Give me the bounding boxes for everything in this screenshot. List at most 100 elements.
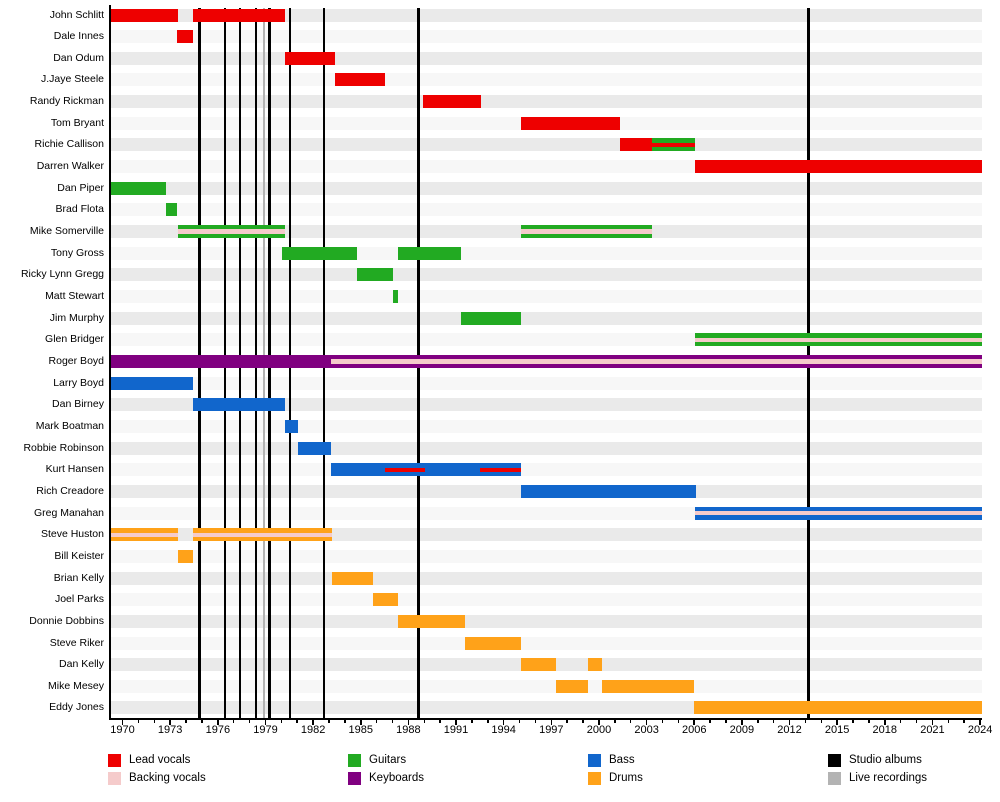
minor-tick [852, 720, 854, 723]
tenure-bar-lead_vocals [521, 116, 621, 130]
x-axis-line [108, 718, 982, 720]
role-overlay-backing_vocals [695, 337, 982, 342]
tenure-bar-guitars [398, 246, 461, 260]
member-name: Randy Rickman [29, 95, 104, 108]
tenure-bar-drums [602, 679, 695, 693]
tenure-bar-lead_vocals [335, 73, 385, 87]
legend-swatch-live_recordings [828, 772, 841, 785]
legend-swatch-drums [588, 772, 601, 785]
row-band [110, 679, 982, 693]
row-band [110, 571, 982, 585]
tenure-bar-guitars [110, 181, 167, 195]
legend-label: Guitars [369, 754, 407, 766]
legend-label: Live recordings [849, 772, 927, 784]
legend-label: Keyboards [369, 772, 424, 784]
member-name: Greg Manahan [33, 506, 104, 519]
year-tick-label: 2009 [729, 724, 755, 736]
row-band [110, 311, 982, 325]
major-tick [264, 720, 267, 725]
member-name: Bill Keister [54, 549, 104, 562]
legend-item-studio_albums: Studio albums [828, 754, 1000, 768]
major-tick [741, 720, 743, 725]
tenure-bar-drums [398, 614, 465, 628]
member-name: John Schlitt [49, 8, 104, 21]
major-tick [360, 720, 362, 725]
minor-tick [772, 720, 775, 723]
minor-tick [344, 720, 346, 723]
row-band [110, 636, 982, 650]
tenure-bar-lead_vocals [695, 160, 982, 174]
member-name: Eddy Jones [49, 701, 104, 714]
role-overlay-backing_vocals [110, 532, 179, 537]
major-tick [645, 720, 648, 725]
member-name: Larry Boyd [53, 376, 104, 389]
minor-tick [915, 720, 918, 723]
tenure-bar-guitars [356, 268, 393, 282]
legend-label: Bass [609, 754, 635, 766]
row-band [110, 614, 982, 628]
tenure-bar-bass [110, 376, 194, 390]
minor-tick [614, 720, 616, 723]
minor-tick [201, 720, 203, 723]
member-name: Steve Riker [49, 636, 104, 649]
role-overlay-backing_vocals [521, 229, 653, 234]
row-band [110, 419, 982, 433]
row-band [110, 95, 982, 109]
tenure-bar-lead_vocals [620, 138, 653, 152]
major-tick [979, 720, 981, 725]
member-name: Matt Stewart [45, 290, 104, 303]
legend-swatch-backing_vocals [108, 772, 121, 785]
tenure-bar-lead_vocals [177, 30, 194, 44]
tenure-bar-drums [587, 658, 603, 672]
member-name: Dan Birney [52, 398, 104, 411]
minor-tick [439, 720, 441, 723]
member-name: Dale Innes [53, 30, 104, 43]
tenure-bar-drums [332, 571, 373, 585]
year-tick-label: 1994 [491, 724, 516, 736]
minor-tick [375, 720, 378, 723]
legend-item-keyboards: Keyboards [348, 772, 548, 786]
member-name: Mark Boatman [35, 419, 104, 432]
legend-item-live_recordings: Live recordings [828, 772, 1000, 786]
role-overlay-lead_vocals [652, 142, 696, 148]
minor-tick [725, 720, 727, 723]
row-band [110, 30, 982, 44]
major-tick [931, 720, 934, 725]
year-tick-label: 1988 [396, 724, 421, 736]
legend-item-lead_vocals: Lead vocals [108, 754, 308, 768]
member-name: Kurt Hansen [45, 463, 104, 476]
major-tick [407, 720, 410, 725]
tenure-bar-lead_vocals [110, 8, 179, 22]
member-name: Tony Gross [50, 246, 104, 259]
legend-label: Drums [609, 772, 643, 784]
member-name: J.Jaye Steele [40, 73, 104, 86]
row-band [110, 549, 982, 563]
row-band [110, 593, 982, 607]
tenure-bar-drums [178, 549, 194, 563]
tenure-bar-bass [193, 398, 285, 412]
row-band [110, 398, 982, 412]
legend-swatch-guitars [348, 754, 361, 767]
member-name: Steve Huston [40, 528, 104, 541]
row-band [110, 290, 982, 304]
row-band [110, 181, 982, 195]
member-name: Joel Parks [54, 593, 104, 606]
year-tick-label: 1985 [348, 724, 373, 736]
minor-tick [661, 720, 664, 723]
row-band [110, 73, 982, 87]
tenure-bar-bass [521, 484, 696, 498]
minor-tick [582, 720, 584, 723]
legend-swatch-keyboards [348, 772, 361, 785]
tenure-bar-bass [298, 441, 332, 455]
major-tick [455, 720, 457, 725]
row-band [110, 203, 982, 217]
year-tick-label: 1982 [300, 724, 326, 736]
tenure-bar-lead_vocals [193, 8, 286, 22]
minor-tick [280, 720, 283, 723]
role-overlay-backing_vocals [695, 510, 982, 516]
year-tick-label: 1997 [539, 724, 564, 736]
year-tick-label: 1979 [253, 724, 278, 736]
minor-tick [757, 720, 759, 723]
major-tick [788, 720, 791, 725]
member-name: Roger Boyd [48, 354, 104, 367]
